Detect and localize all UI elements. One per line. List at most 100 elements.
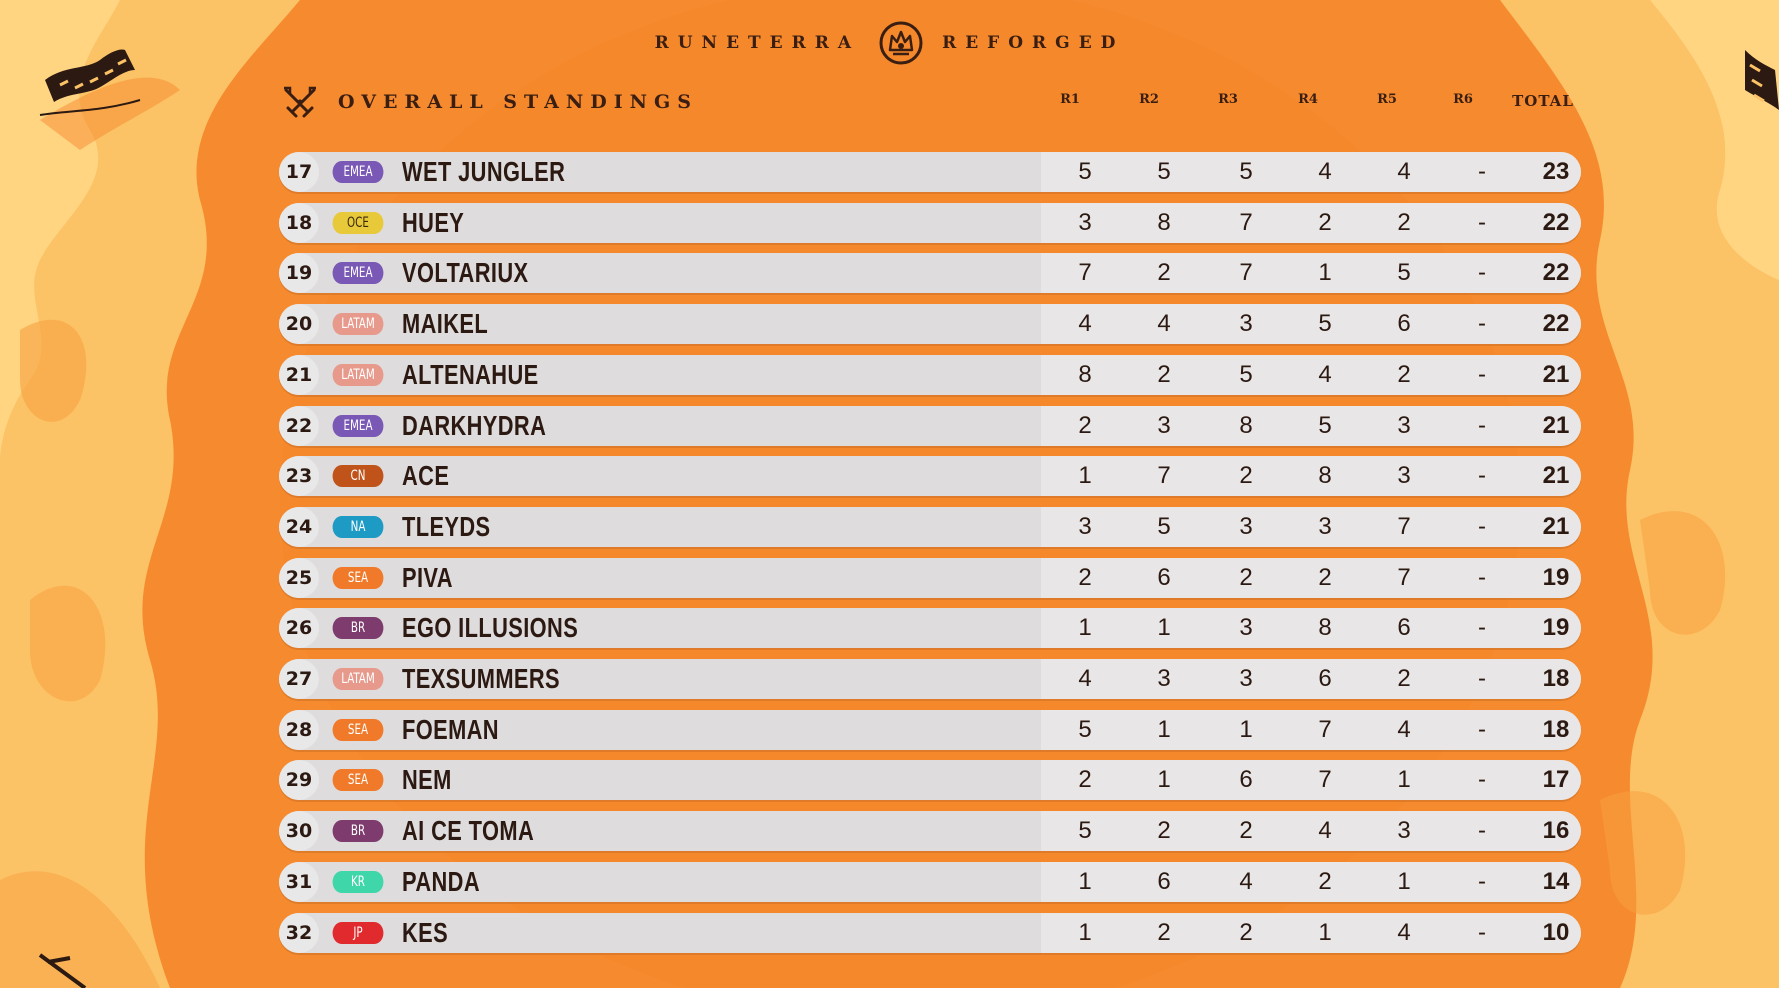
total-score: 14 bbox=[1542, 868, 1570, 895]
player-name: MAIKEL bbox=[402, 308, 489, 339]
column-header-r6: R6 bbox=[1453, 92, 1473, 107]
round-scores: 5 2 2 4 3 - 16 bbox=[1041, 811, 1581, 851]
round-score-r5: 4 bbox=[1397, 919, 1411, 946]
player-name: ACE bbox=[402, 460, 450, 491]
total-score: 21 bbox=[1542, 462, 1570, 489]
round-scores: 5 1 1 7 4 - 18 bbox=[1041, 710, 1581, 750]
round-score-r3: 2 bbox=[1239, 564, 1253, 591]
region-badge: SEA bbox=[332, 769, 384, 791]
player-name: PANDA bbox=[402, 866, 480, 897]
standings-row: 30 BR AI CE TOMA 5 2 2 4 3 - 16 bbox=[279, 811, 1581, 851]
round-score-r3: 3 bbox=[1239, 614, 1253, 641]
round-score-r3: 1 bbox=[1239, 716, 1253, 743]
rank-number: 19 bbox=[279, 253, 319, 293]
region-badge: SEA bbox=[332, 567, 384, 589]
player-name: PIVA bbox=[402, 562, 453, 593]
standings-row: 20 LATAM MAIKEL 4 4 3 5 6 - 22 bbox=[279, 304, 1581, 344]
player-name: VOLTARIUX bbox=[402, 257, 529, 288]
round-score-r6: - bbox=[1478, 919, 1486, 946]
round-score-r2: 2 bbox=[1157, 817, 1171, 844]
round-score-r6: - bbox=[1478, 361, 1486, 388]
standings-row: 17 EMEA WET JUNGLER 5 5 5 4 4 - 23 bbox=[279, 152, 1581, 192]
round-score-r4: 6 bbox=[1318, 665, 1332, 692]
round-scores: 3 5 3 3 7 - 21 bbox=[1041, 507, 1581, 547]
rank-number: 20 bbox=[279, 304, 319, 344]
round-scores: 2 3 8 5 3 - 21 bbox=[1041, 406, 1581, 446]
round-score-r6: - bbox=[1478, 259, 1486, 286]
standings-row: 23 CN ACE 1 7 2 8 3 - 21 bbox=[279, 456, 1581, 496]
rank-number: 31 bbox=[279, 862, 319, 902]
checkered-flag-left bbox=[39, 49, 141, 116]
standings-row: 19 EMEA VOLTARIUX 7 2 7 1 5 - 22 bbox=[279, 253, 1581, 293]
round-scores: 1 6 4 2 1 - 14 bbox=[1041, 862, 1581, 902]
total-score: 22 bbox=[1542, 310, 1570, 337]
round-score-r5: 1 bbox=[1397, 868, 1411, 895]
round-score-r1: 3 bbox=[1078, 209, 1092, 236]
round-score-r3: 3 bbox=[1239, 665, 1253, 692]
round-score-r2: 1 bbox=[1157, 766, 1171, 793]
region-badge: NA bbox=[332, 516, 384, 538]
round-score-r6: - bbox=[1478, 209, 1486, 236]
total-score: 22 bbox=[1542, 209, 1570, 236]
round-score-r5: 6 bbox=[1397, 310, 1411, 337]
round-score-r6: - bbox=[1478, 158, 1486, 185]
round-score-r4: 4 bbox=[1318, 158, 1332, 185]
region-badge: SEA bbox=[332, 719, 384, 741]
region-badge: LATAM bbox=[332, 668, 384, 690]
round-score-r1: 4 bbox=[1078, 310, 1092, 337]
total-score: 18 bbox=[1542, 716, 1570, 743]
round-score-r5: 7 bbox=[1397, 513, 1411, 540]
player-name: EGO ILLUSIONS bbox=[402, 612, 579, 643]
round-score-r2: 5 bbox=[1157, 513, 1171, 540]
player-name: AI CE TOMA bbox=[402, 815, 535, 846]
total-score: 21 bbox=[1542, 361, 1570, 388]
runeterra-crest-icon bbox=[879, 21, 923, 65]
rank-number: 21 bbox=[279, 355, 319, 395]
standings-row: 22 EMEA DARKHYDRA 2 3 8 5 3 - 21 bbox=[279, 406, 1581, 446]
round-score-r4: 8 bbox=[1318, 462, 1332, 489]
round-score-r4: 4 bbox=[1318, 817, 1332, 844]
player-name: FOEMAN bbox=[402, 714, 499, 745]
round-scores: 7 2 7 1 5 - 22 bbox=[1041, 253, 1581, 293]
total-score: 21 bbox=[1542, 412, 1570, 439]
region-badge: BR bbox=[332, 820, 384, 842]
player-name: DARKHYDRA bbox=[402, 410, 547, 441]
round-score-r3: 4 bbox=[1239, 868, 1253, 895]
round-score-r4: 1 bbox=[1318, 919, 1332, 946]
section-title: OVERALL STANDINGS bbox=[282, 84, 698, 120]
round-scores: 2 6 2 2 7 - 19 bbox=[1041, 558, 1581, 598]
round-score-r6: - bbox=[1478, 564, 1486, 591]
total-score: 18 bbox=[1542, 665, 1570, 692]
column-header-r5: R5 bbox=[1377, 92, 1397, 107]
round-score-r1: 1 bbox=[1078, 462, 1092, 489]
checkered-flag-right bbox=[1745, 50, 1779, 110]
round-score-r2: 2 bbox=[1157, 361, 1171, 388]
round-score-r5: 3 bbox=[1397, 462, 1411, 489]
total-score: 23 bbox=[1542, 158, 1570, 185]
round-score-r3: 5 bbox=[1239, 158, 1253, 185]
total-score: 21 bbox=[1542, 513, 1570, 540]
round-scores: 5 5 5 4 4 - 23 bbox=[1041, 152, 1581, 192]
round-score-r3: 5 bbox=[1239, 361, 1253, 388]
round-score-r4: 1 bbox=[1318, 259, 1332, 286]
round-score-r2: 6 bbox=[1157, 868, 1171, 895]
round-score-r1: 1 bbox=[1078, 919, 1092, 946]
round-score-r1: 5 bbox=[1078, 158, 1092, 185]
round-scores: 3 8 7 2 2-22 bbox=[1041, 203, 1581, 243]
round-scores: 4 4 3 5 6 - 22 bbox=[1041, 304, 1581, 344]
round-scores: 1 7 2 8 3 - 21 bbox=[1041, 456, 1581, 496]
brand-word-right: REFORGED bbox=[942, 33, 1125, 53]
region-badge: LATAM bbox=[332, 313, 384, 335]
round-score-r3: 3 bbox=[1239, 310, 1253, 337]
round-score-r2: 1 bbox=[1157, 614, 1171, 641]
round-score-r5: 2 bbox=[1397, 209, 1411, 236]
round-score-r6: - bbox=[1478, 665, 1486, 692]
total-score: 16 bbox=[1542, 817, 1570, 844]
round-score-r3: 3 bbox=[1239, 513, 1253, 540]
round-score-r2: 4 bbox=[1157, 310, 1171, 337]
round-score-r3: 2 bbox=[1239, 919, 1253, 946]
total-score: 17 bbox=[1542, 766, 1570, 793]
round-score-r4: 2 bbox=[1318, 209, 1332, 236]
rank-number: 24 bbox=[279, 507, 319, 547]
round-score-r4: 5 bbox=[1318, 412, 1332, 439]
